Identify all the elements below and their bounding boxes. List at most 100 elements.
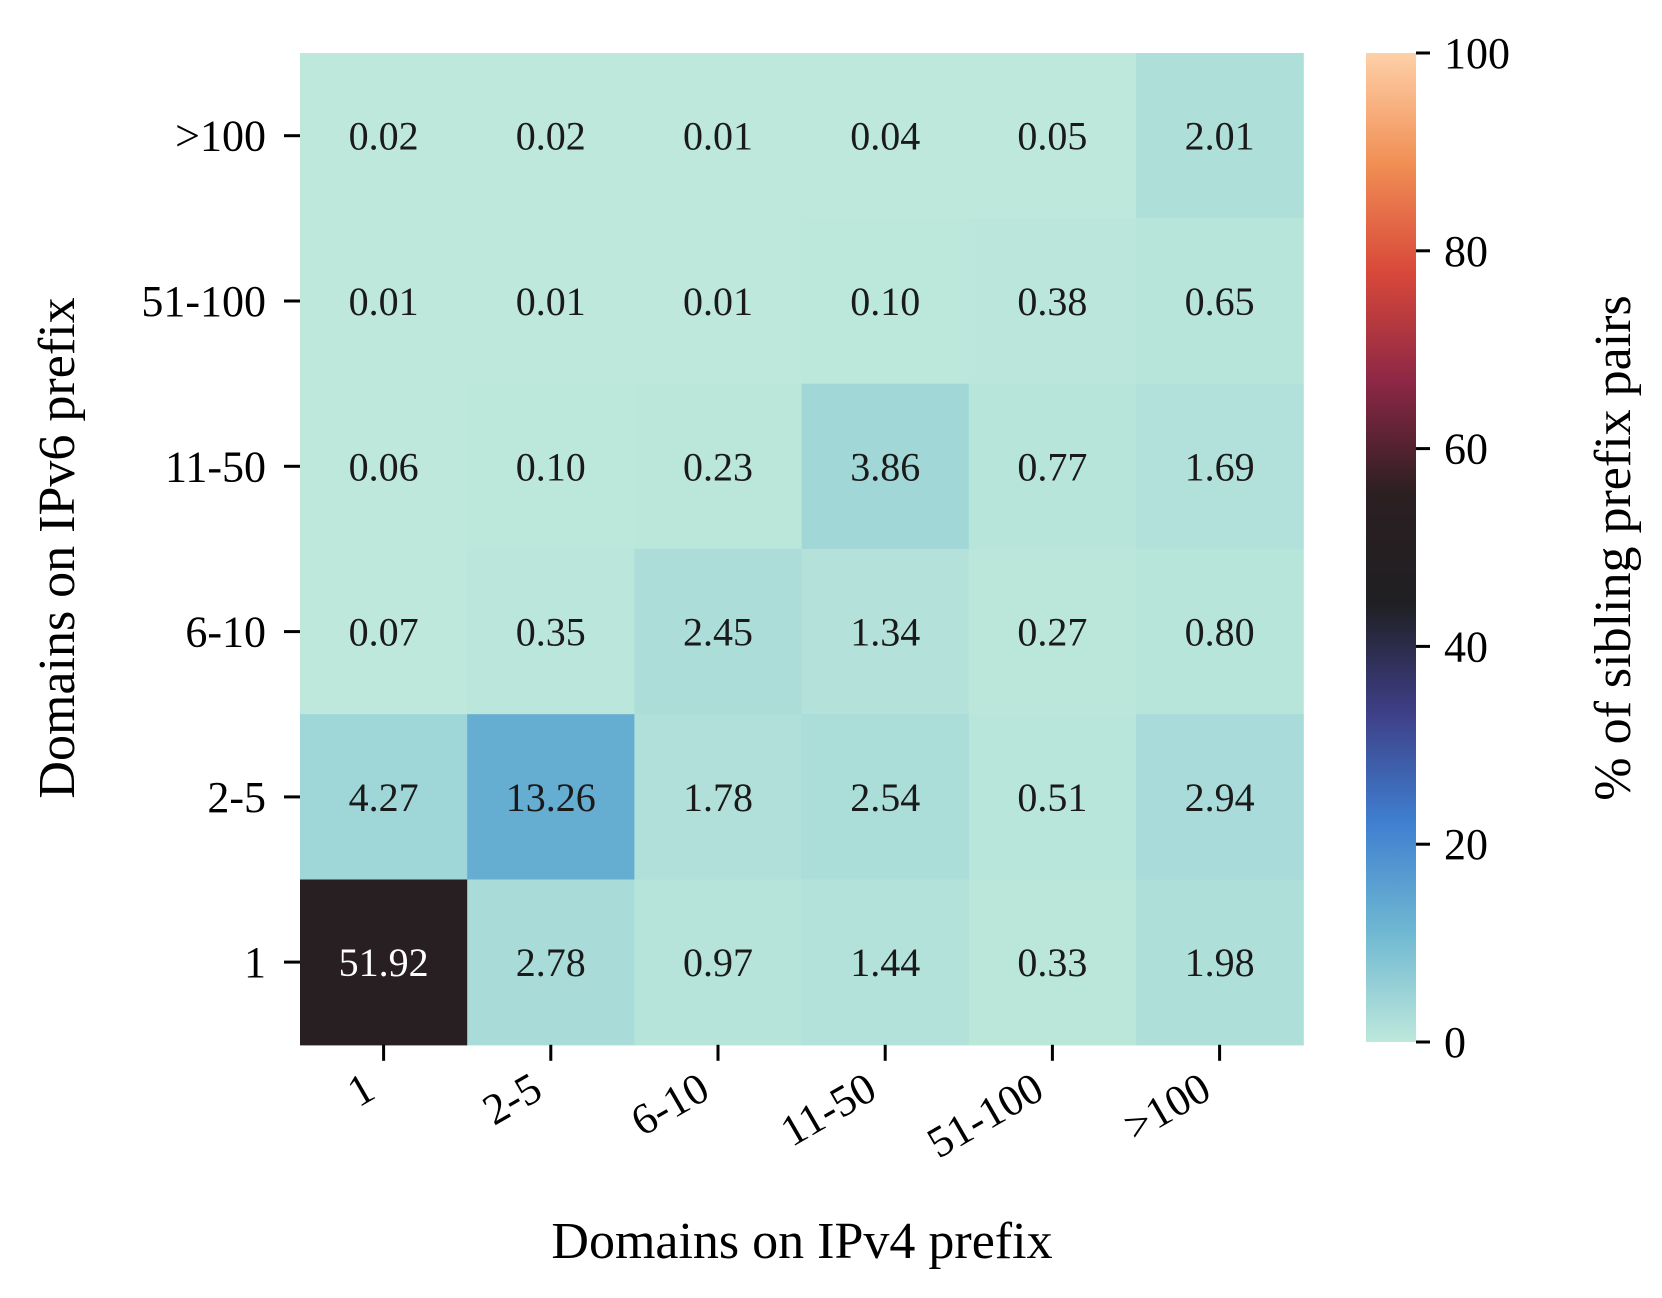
cell-value-label: 0.33 [1017,940,1087,985]
cell-value-label: 0.04 [850,114,920,159]
heatmap-cell [300,53,468,219]
cell-value-label: 1.34 [850,610,920,655]
heatmap-cell [634,714,803,881]
cell-value-label: 0.65 [1185,279,1255,324]
heatmap-cell [968,548,1137,715]
cell-value-label: 51.92 [339,940,429,985]
colorbar-tick-label: 40 [1444,622,1488,671]
heatmap-cell [968,879,1137,1046]
colorbar-title: % of sibling prefix pairs [1585,295,1642,800]
cell-value-label: 0.01 [683,114,753,159]
x-tick-label: 6-10 [623,1063,717,1146]
cell-value-label: 0.06 [349,444,419,489]
heatmap-cell [634,218,803,385]
heatmap-cell [1136,218,1304,385]
cell-value-label: 0.27 [1017,610,1087,655]
colorbar-tick-label: 20 [1444,820,1488,869]
heatmap-cell [1136,714,1304,881]
cell-value-label: 1.69 [1185,444,1255,489]
colorbar-ticks: 0 20 40 60 80 100 [1416,29,1510,1067]
heatmap-cell [467,218,635,385]
cell-value-label: 2.78 [516,940,586,985]
x-tick-label: >100 [1115,1063,1218,1151]
heatmap-cell [467,383,635,550]
heatmap-cell [634,548,803,715]
cell-value-label: 0.01 [349,279,419,324]
cell-value-label: 1.44 [850,940,920,985]
heatmap-cell [801,218,970,385]
heatmap-cell [300,714,468,881]
y-tick-label: >100 [175,112,266,161]
cell-value-label: 0.38 [1017,279,1087,324]
x-axis: 1 2-5 6-10 11-50 51-100 >100 [339,1044,1222,1168]
colorbar: 0 20 40 60 80 100 [1366,29,1510,1067]
heatmap-cell [968,218,1137,385]
cell-value-label: 0.23 [683,444,753,489]
cell-value-label: 2.01 [1185,114,1255,159]
y-tick-label: 2-5 [207,773,266,822]
cell-value-label: 2.94 [1185,775,1255,820]
heatmap-cells: 0.02 0.02 0.01 0.04 0.05 2.01 0.01 0.01 0.01 0.10… [300,53,1304,1046]
colorbar-gradient [1366,53,1416,1042]
cell-value-label: 0.10 [516,444,586,489]
heatmap-cell [300,383,468,550]
colorbar-tick-label: 0 [1444,1018,1466,1067]
heatmap-cell [634,383,803,550]
heatmap-cell [801,383,970,550]
heatmap-cell [968,714,1137,881]
heatmap-cell [1136,53,1304,219]
heatmap-cell [1136,383,1304,550]
cell-value-label: 0.51 [1017,775,1087,820]
y-axis: >100 51-100 11-50 6-10 2-5 1 [141,112,300,987]
heatmap-cell [634,53,803,219]
heatmap-cell [634,879,803,1046]
cell-value-label: 4.27 [349,775,419,820]
heatmap-cell [1136,548,1304,715]
cell-value-label: 1.78 [683,775,753,820]
y-tick-label: 51-100 [141,277,266,326]
cell-value-label: 2.45 [683,610,753,655]
cell-value-label: 0.05 [1017,114,1087,159]
heatmap-cell [1136,879,1304,1046]
y-axis-title: Domains on IPv6 prefix [29,297,86,798]
x-axis-title: Domains on IPv4 prefix [551,1213,1052,1270]
heatmap-cell [300,218,468,385]
cell-value-label: 13.26 [506,775,596,820]
x-tick-label: 2-5 [475,1063,550,1135]
y-tick-label: 11-50 [165,442,266,491]
heatmap-cell [801,53,970,219]
x-tick-label: 51-100 [919,1063,1051,1168]
heatmap-cell [467,53,635,219]
heatmap-cell [801,879,970,1046]
cell-value-label: 0.97 [683,940,753,985]
cell-value-label: 0.01 [516,279,586,324]
cell-value-label: 0.02 [349,114,419,159]
heatmap-cell [801,548,970,715]
x-tick-label: 11-50 [772,1063,884,1156]
cell-value-label: 2.54 [850,775,920,820]
x-tick-label: 1 [339,1063,383,1116]
heatmap-cell [467,879,635,1046]
cell-value-label: 0.77 [1017,444,1087,489]
cell-value-label: 1.98 [1185,940,1255,985]
y-tick-label: 6-10 [185,608,266,657]
cell-value-label: 0.10 [850,279,920,324]
colorbar-tick-label: 60 [1444,425,1488,474]
cell-value-label: 0.80 [1185,610,1255,655]
heatmap-cell [300,879,468,1046]
cell-value-label: 0.07 [349,610,419,655]
y-tick-label: 1 [244,938,266,987]
cell-value-label: 3.86 [850,444,920,489]
heatmap-cell [300,548,468,715]
heatmap-cell [968,383,1137,550]
cell-value-label: 0.35 [516,610,586,655]
cell-value-label: 0.02 [516,114,586,159]
colorbar-tick-label: 100 [1444,29,1510,78]
cell-value-label: 0.01 [683,279,753,324]
heatmap-cell [801,714,970,881]
colorbar-tick-label: 80 [1444,227,1488,276]
heatmap-cell [467,714,635,881]
heatmap-cell [968,53,1137,219]
heatmap-cell [467,548,635,715]
